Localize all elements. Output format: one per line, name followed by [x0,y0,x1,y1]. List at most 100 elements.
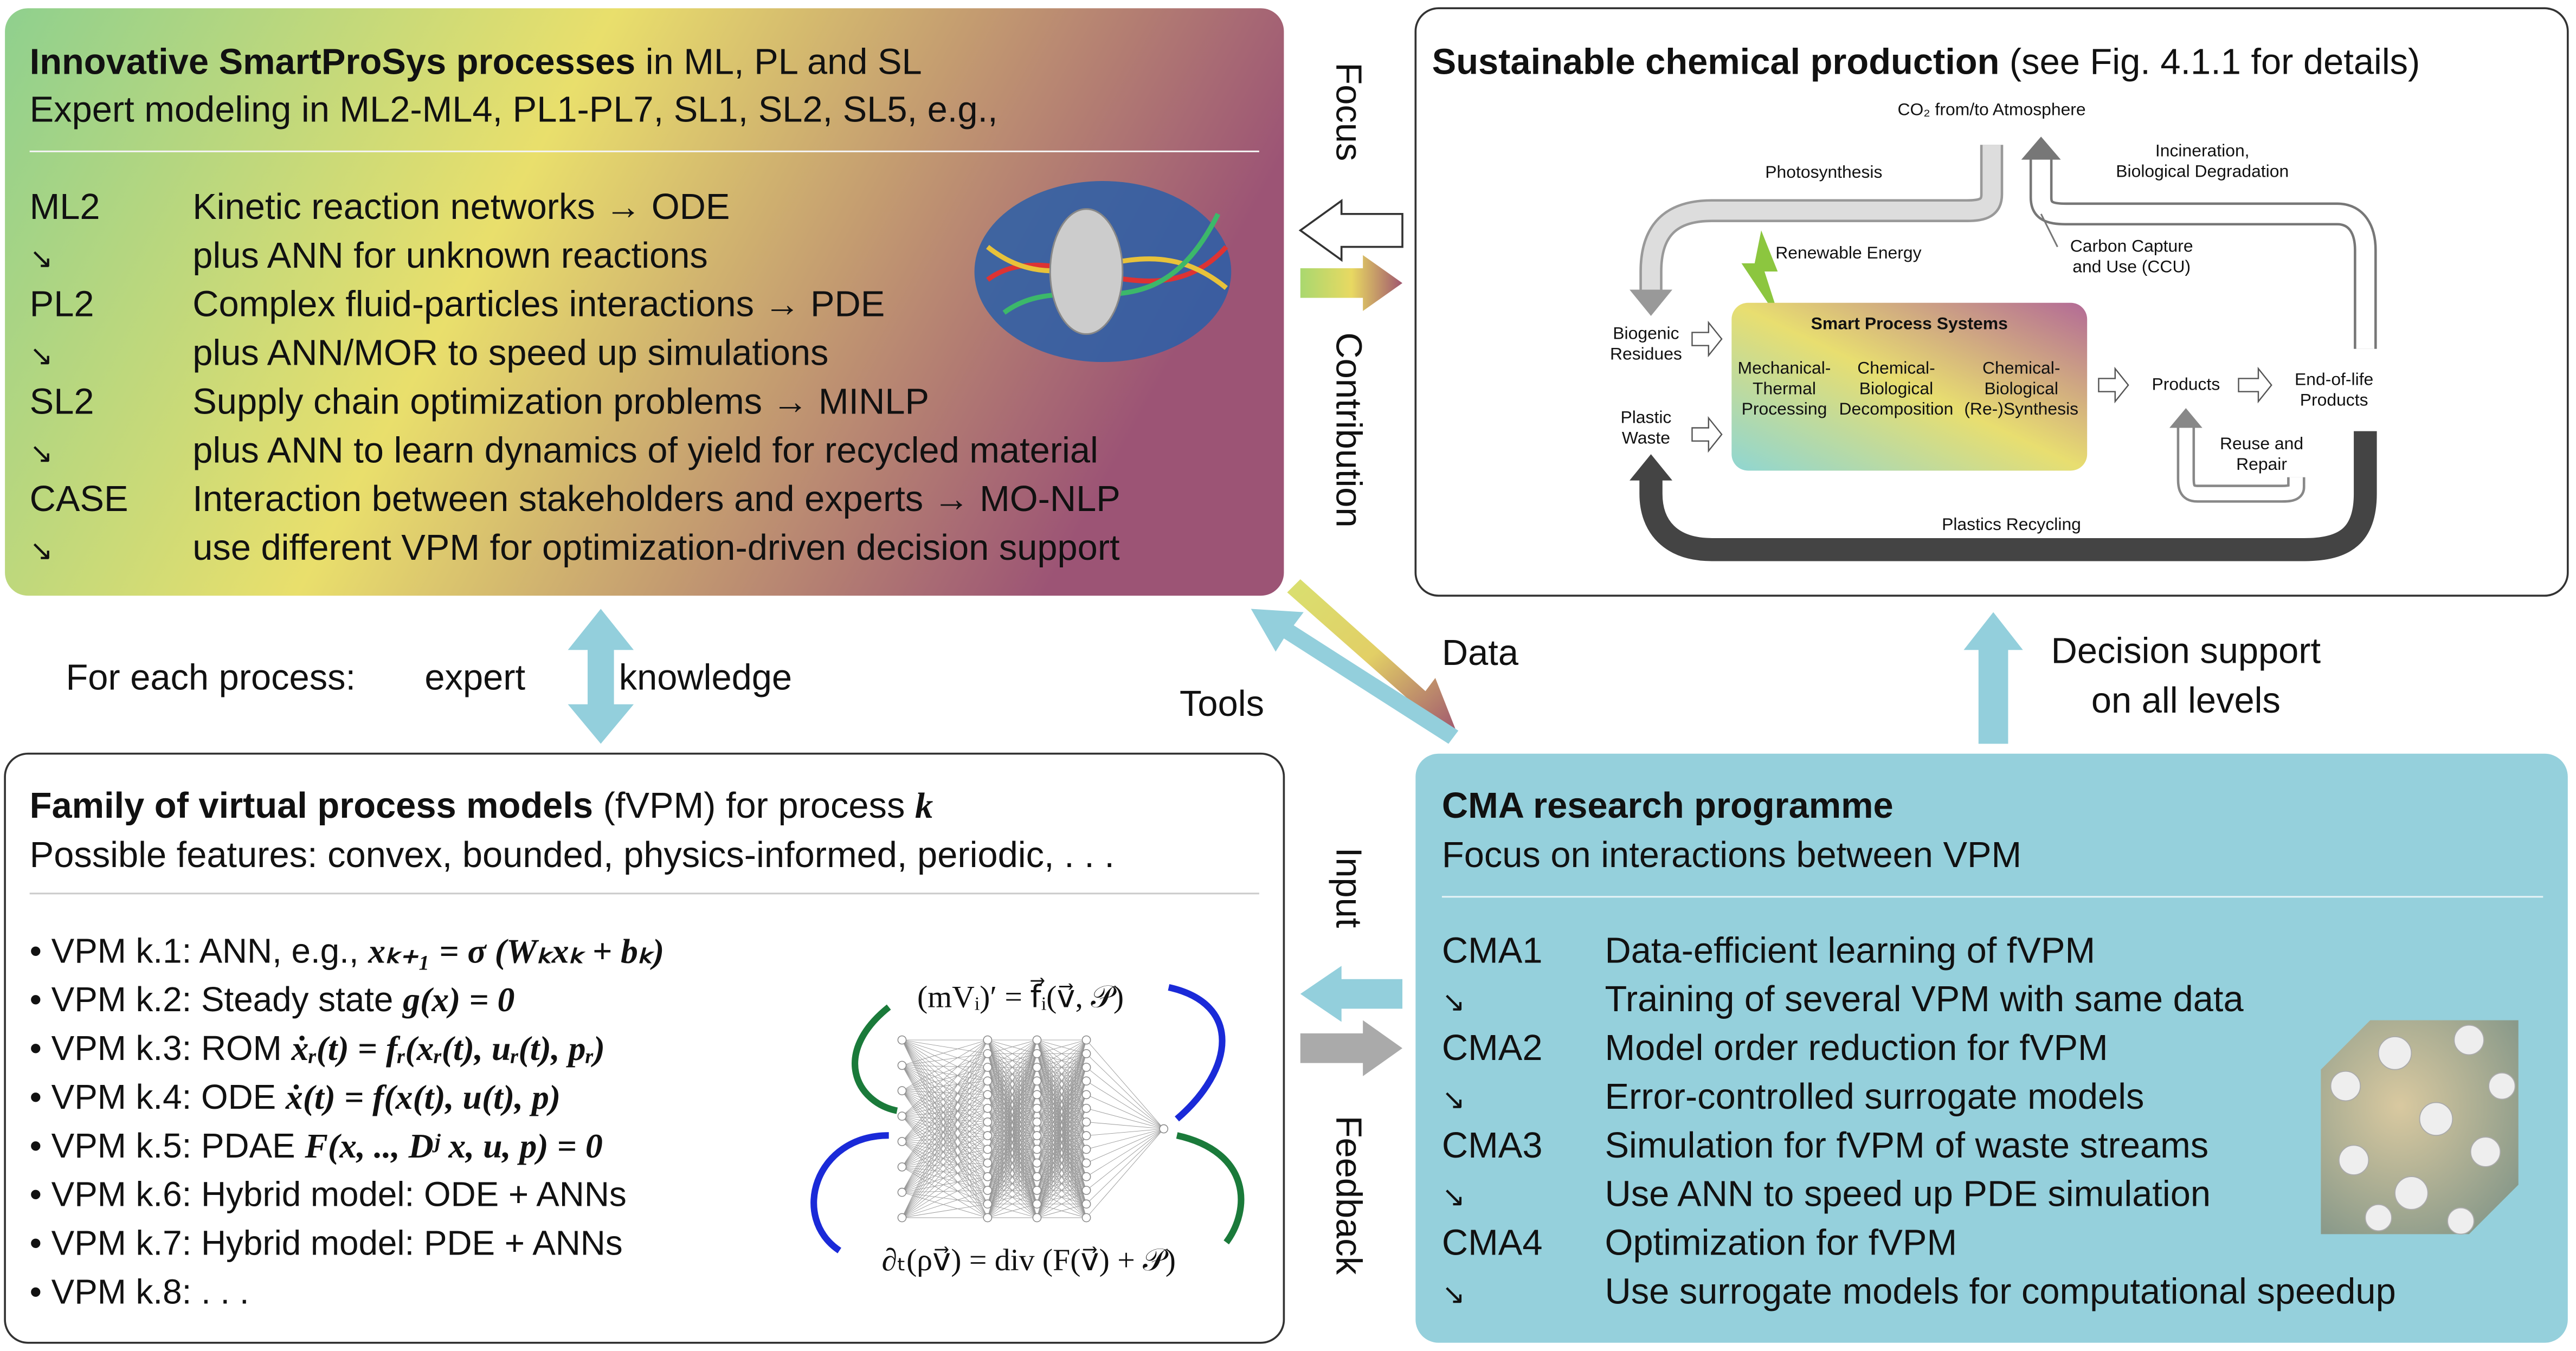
cycle-label: Decomposition [1839,399,1954,418]
nn-node [1081,1076,1091,1086]
nn-edge [1036,1135,1087,1218]
row-text: Supply chain optimization problems → MIN… [192,382,929,422]
row-code: ↘ [1442,1181,1465,1212]
row-text: Optimization for fVPM [1605,1223,1957,1263]
nn-edge [901,1116,988,1122]
nn-edge [901,1039,988,1218]
nn-node [1032,1186,1042,1195]
arrow-feedback [1300,1020,1403,1076]
nn-edge [901,1149,988,1167]
cycle-labels: CO₂ from/to Atmosphere Photosynthesis Inci… [1610,100,2373,534]
nn-node [1081,1103,1091,1113]
row-text: Model order reduction for fVPM [1605,1028,2108,1068]
nn-node [983,1049,993,1058]
nn-node [1032,1172,1042,1181]
nn-edge [901,1122,988,1193]
nn-edge [987,1162,1038,1218]
nn-edge [1036,1039,1087,1068]
nn-edge [1036,1039,1087,1109]
subtitle: Focus on interactions between VPM [1442,835,2021,875]
arrow-tools [1251,609,1459,744]
nn-edge [901,1065,988,1205]
nn-edge [901,1141,988,1177]
nn-node [1081,1131,1091,1140]
subtitle: Expert modeling in ML2-ML4, PL1-PL7, SL1… [30,90,998,130]
nn-edge [1086,1094,1164,1129]
nn-edge [901,1141,988,1150]
arrow-data [1287,579,1457,733]
nn-edge [901,1065,988,1177]
cycle-label: Renewable Energy [1775,243,1921,262]
label-data: Data [1442,633,1519,673]
nn-node [897,1187,907,1197]
nn-edge [901,1094,988,1167]
nn-edge [901,1039,988,1082]
nn-edge [901,1053,988,1218]
vpm-item: • VPM k.4: ODE ẋ(t) = f(x(t), u(t), p) [30,1077,561,1116]
row-code: PL2 [30,285,94,325]
nn-edge [901,1090,988,1218]
nn-edge [901,1190,988,1193]
curved-arrow [1176,1132,1245,1245]
nn-edge [901,1094,988,1193]
nn-edge [901,1149,988,1218]
nn-node [897,1035,907,1045]
vpm-item: • VPM k.7: Hybrid model: PDE + ANNs [30,1224,623,1263]
row-code: CMA1 [1442,930,1543,971]
row-code: ↘ [30,437,53,468]
vpm-item: • VPM k.8: . . . [30,1272,249,1311]
nn-edge [987,1122,1038,1218]
nn-edge [901,1053,988,1193]
title-bold: Family of virtual process models [30,786,593,826]
rows: ML2 Kinetic reaction networks → ODE ↘ plus … [30,187,2396,1312]
curved-arrow [1168,984,1226,1122]
nn-edge [1036,1067,1087,1218]
label-expert: expert [424,657,525,697]
nn-edge [987,1039,1038,1068]
nn-edge [901,1141,988,1191]
nn-edge [901,1116,988,1218]
row-text: Kinetic reaction networks → ODE [192,187,730,227]
vpm-label: • VPM k.5: PDAE [30,1126,305,1165]
nn-edge [901,1053,988,1116]
title: Family of virtual process models (fVPM) … [30,786,933,826]
nn-edge [1036,1039,1087,1054]
nn-edge [901,1065,988,1163]
nn-node [1081,1145,1091,1154]
row-code: ↘ [30,534,53,566]
nn-node [983,1213,993,1223]
subtitle: Possible features: convex, bounded, phys… [30,835,1115,875]
cycle-label: Reuse and [2220,434,2303,453]
simulation-image [974,181,1232,363]
label-input: Input [1329,848,1369,928]
nn-edge [1086,1128,1164,1150]
nn-edge [901,1090,988,1177]
cycle-label: and Use (CCU) [2072,257,2191,276]
nn-edge [901,1067,988,1142]
title-k: k [915,786,933,826]
nn-node [1032,1063,1042,1072]
vpm-label: • VPM k.3: ROM [30,1029,292,1068]
nn-edge [901,1141,988,1218]
nn-edge [901,1122,988,1218]
row-code: ↘ [1442,1083,1465,1115]
nn-edge [901,1094,988,1142]
box-cma [1415,753,2568,1343]
nn-edge [1086,1053,1164,1129]
nn-node [983,1090,993,1100]
nn-edge [901,1166,988,1218]
nn-edge [1036,1190,1087,1218]
nn-edge [901,1116,988,1191]
row-code: ↘ [30,340,53,371]
nn-edge [987,1039,1038,1177]
nn-edge [987,1039,1038,1204]
nn-edge [1036,1162,1087,1218]
vpm-label: • VPM k.1: ANN, e.g., [30,931,369,970]
row-code: CASE [30,479,128,519]
cycle-label: Waste [1622,428,1670,447]
nn-edge [1086,1128,1164,1177]
nn-edge [1036,1149,1087,1218]
cycle-label: CO₂ from/to Atmosphere [1897,100,2085,119]
nn-edge [901,1065,988,1191]
cycle-label: Processing [1742,399,1827,418]
